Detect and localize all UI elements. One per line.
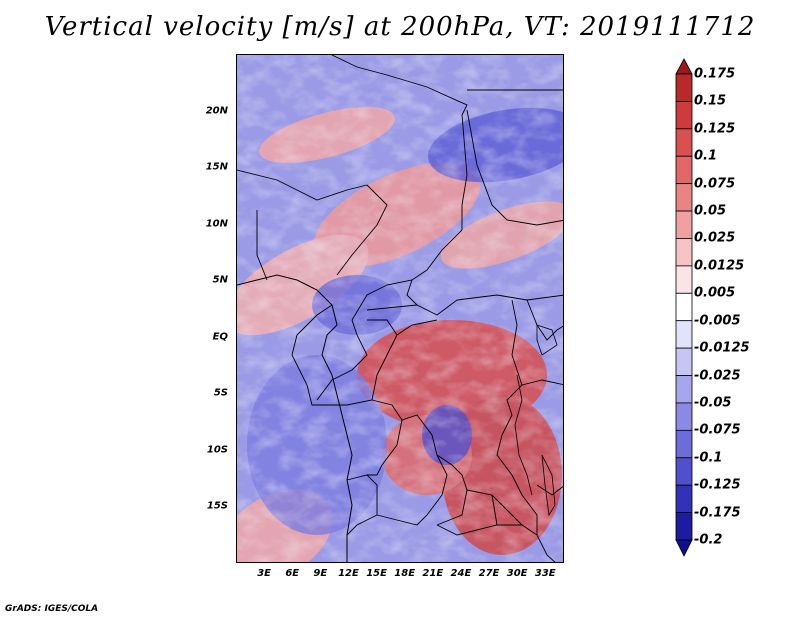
field-texture: [237, 55, 563, 562]
velocity-field-map: [237, 55, 563, 562]
colorbar-bin: [675, 128, 693, 157]
colorbar-tick-label: 0.175: [694, 66, 736, 82]
latitude-label: 5S: [213, 387, 228, 399]
colorbar-tick-label: -0.175: [694, 505, 741, 521]
latitude-label: 5N: [212, 274, 228, 286]
longitude-label: 3E: [257, 568, 272, 579]
coastline: [237, 274, 353, 562]
colorbar-tick-label: -0.05: [694, 395, 732, 411]
longitude-label: 33E: [534, 568, 556, 579]
colorbar-bin: [675, 512, 693, 541]
colorbar-bin: [675, 210, 693, 239]
colorbar-tick-label: -0.005: [694, 313, 741, 329]
colorbar-bin: [675, 73, 693, 102]
longitude-label: 18E: [394, 568, 416, 579]
longitude-label: 6E: [285, 568, 300, 579]
longitude-label: 27E: [478, 568, 500, 579]
colorbar-tick-label: -0.025: [694, 368, 741, 384]
colorbar-bin: [675, 265, 693, 294]
footer-credit: GrADS: IGES/COLA: [5, 604, 99, 614]
colorbar-bin: [675, 183, 693, 212]
longitude-label: 12E: [338, 568, 359, 579]
colorbar-bin: [675, 155, 693, 185]
longitude-label: 15E: [366, 568, 387, 579]
colorbar-bin: [675, 238, 693, 267]
latitude-label: 10N: [205, 218, 228, 230]
colorbar-tick-label: 0.025: [694, 230, 736, 246]
colorbar-bin: [675, 539, 693, 557]
colorbar-tick-label: -0.125: [694, 477, 741, 493]
colorbar-tick-label: 0.05: [694, 203, 727, 219]
latitude-label: 15N: [205, 161, 228, 173]
colorbar-tick-label: -0.2: [694, 532, 723, 548]
colorbar-tick-label: -0.1: [694, 450, 723, 466]
colorbar-tick-label: 0.1: [694, 148, 718, 164]
chart-title: Vertical velocity [m/s] at 200hPa, VT: 2…: [44, 12, 756, 42]
longitude-label: 21E: [422, 568, 444, 579]
colorbar-tick-label: 0.0125: [694, 258, 745, 274]
longitude-label: 30E: [506, 568, 528, 579]
colorbar-tick-label: -0.075: [694, 422, 741, 438]
colorbar: [675, 58, 693, 557]
colorbar-bin: [675, 484, 693, 513]
lakes: [514, 324, 558, 517]
colorbar-tick-label: 0.15: [694, 93, 727, 109]
latitude-label: EQ: [212, 331, 228, 343]
colorbar-bin: [675, 292, 693, 322]
colorbar-bin: [675, 58, 693, 75]
colorbar-bin: [675, 320, 693, 349]
longitude-label: 9E: [313, 568, 328, 579]
colorbar-tick-label: 0.005: [694, 285, 736, 301]
colorbar-bin: [675, 101, 693, 130]
colorbar-bin: [675, 429, 693, 459]
latitude-label: 10S: [206, 444, 228, 456]
colorbar-tick-label: 0.125: [694, 121, 736, 137]
colorbar-tick-label: -0.0125: [694, 340, 750, 356]
map-panel: [236, 54, 564, 563]
colorbar-bin: [675, 402, 693, 431]
colorbar-bin: [675, 347, 693, 376]
latitude-label: 15S: [206, 500, 228, 512]
colorbar-tick-label: 0.075: [694, 176, 736, 192]
longitude-label: 24E: [450, 568, 472, 579]
colorbar-bin: [675, 375, 693, 404]
colorbar-bin: [675, 457, 693, 486]
latitude-label: 20N: [205, 105, 228, 117]
country-borders: [237, 55, 563, 562]
